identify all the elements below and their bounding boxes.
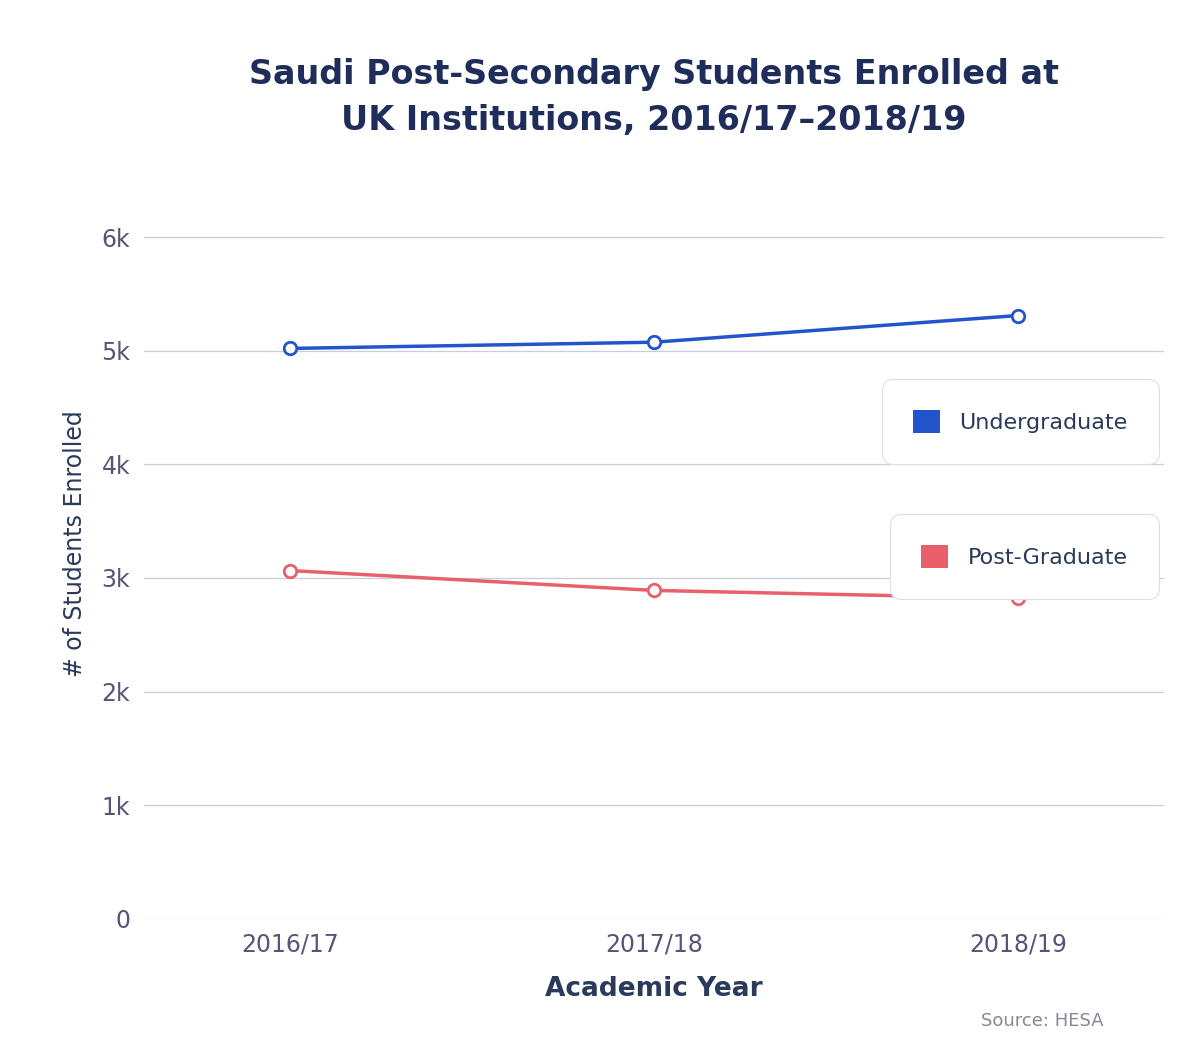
Text: Source: HESA: Source: HESA [982,1012,1104,1030]
Title: Saudi Post-Secondary Students Enrolled at
UK Institutions, 2016/17–2018/19: Saudi Post-Secondary Students Enrolled a… [250,58,1060,137]
Legend: Post-Graduate: Post-Graduate [901,525,1147,588]
X-axis label: Academic Year: Academic Year [545,976,763,1002]
Y-axis label: # of Students Enrolled: # of Students Enrolled [64,411,88,677]
